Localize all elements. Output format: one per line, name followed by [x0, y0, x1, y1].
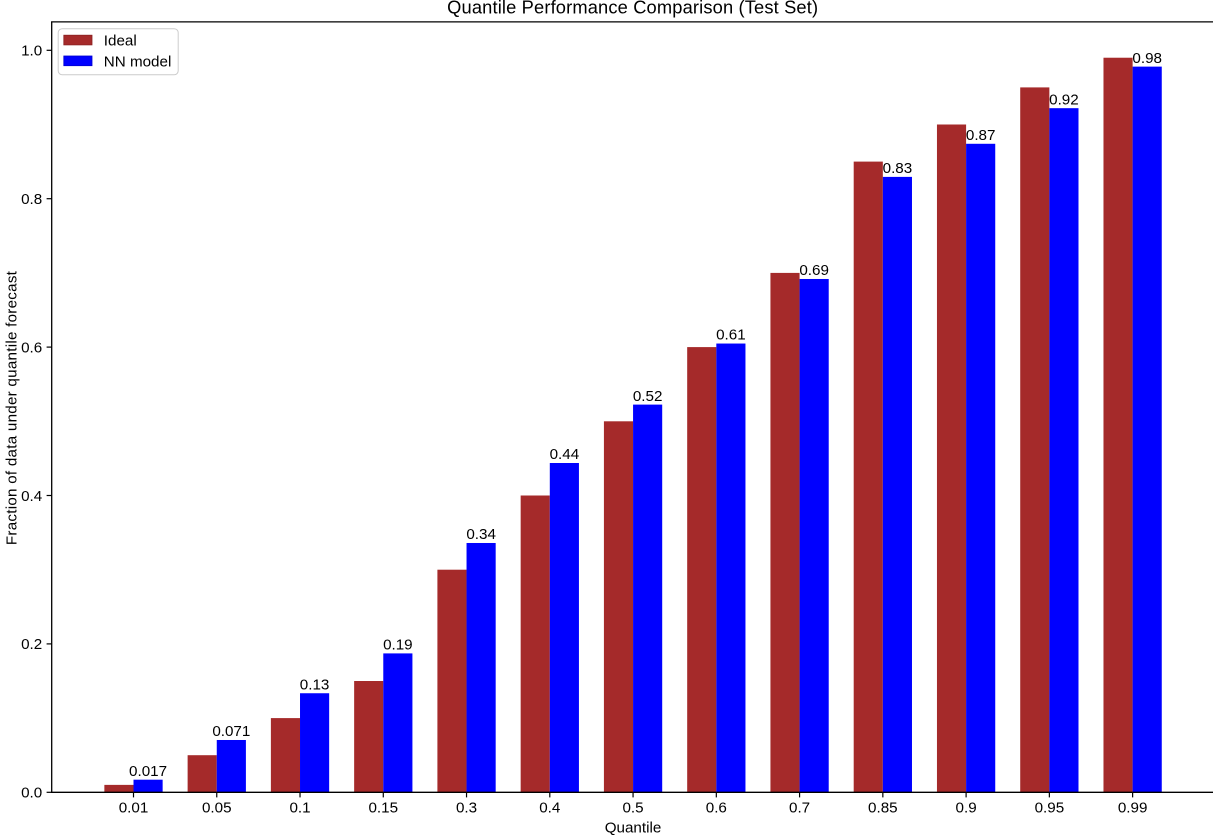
svg-text:0.7: 0.7 — [789, 799, 810, 816]
svg-text:0.8: 0.8 — [21, 191, 42, 208]
svg-text:0.15: 0.15 — [368, 799, 398, 816]
svg-text:0.9: 0.9 — [956, 799, 977, 816]
svg-text:0.0: 0.0 — [21, 785, 42, 802]
svg-text:0.5: 0.5 — [622, 799, 643, 816]
svg-text:1.0: 1.0 — [21, 43, 42, 60]
svg-text:0.95: 0.95 — [1035, 799, 1065, 816]
svg-text:0.92: 0.92 — [1049, 91, 1079, 108]
svg-text:Ideal: Ideal — [104, 32, 137, 49]
svg-text:0.85: 0.85 — [868, 799, 898, 816]
svg-text:0.05: 0.05 — [202, 799, 232, 816]
svg-text:0.83: 0.83 — [883, 160, 913, 177]
svg-text:0.34: 0.34 — [466, 526, 496, 543]
svg-text:0.99: 0.99 — [1118, 799, 1148, 816]
svg-text:0.19: 0.19 — [383, 637, 413, 654]
svg-text:0.6: 0.6 — [21, 339, 42, 356]
svg-text:Quantile: Quantile — [605, 819, 662, 835]
svg-text:0.98: 0.98 — [1132, 50, 1162, 67]
svg-text:Fraction of data under quantil: Fraction of data under quantile forecast — [4, 270, 21, 545]
svg-text:0.4: 0.4 — [21, 488, 42, 505]
svg-text:0.44: 0.44 — [550, 446, 580, 463]
svg-text:0.071: 0.071 — [212, 723, 250, 740]
svg-text:0.01: 0.01 — [119, 799, 149, 816]
svg-text:NN model: NN model — [104, 53, 172, 70]
svg-text:0.61: 0.61 — [716, 327, 746, 344]
svg-text:Quantile Performance Compariso: Quantile Performance Comparison (Test Se… — [447, 0, 818, 18]
svg-text:0.017: 0.017 — [129, 763, 167, 780]
svg-text:0.69: 0.69 — [799, 262, 829, 279]
svg-text:0.52: 0.52 — [633, 388, 663, 405]
svg-text:0.13: 0.13 — [300, 676, 330, 693]
svg-text:0.87: 0.87 — [966, 127, 996, 144]
svg-text:0.1: 0.1 — [289, 799, 310, 816]
svg-text:0.3: 0.3 — [456, 799, 477, 816]
svg-text:0.2: 0.2 — [21, 636, 42, 653]
svg-text:0.4: 0.4 — [539, 799, 560, 816]
svg-text:0.6: 0.6 — [706, 799, 727, 816]
